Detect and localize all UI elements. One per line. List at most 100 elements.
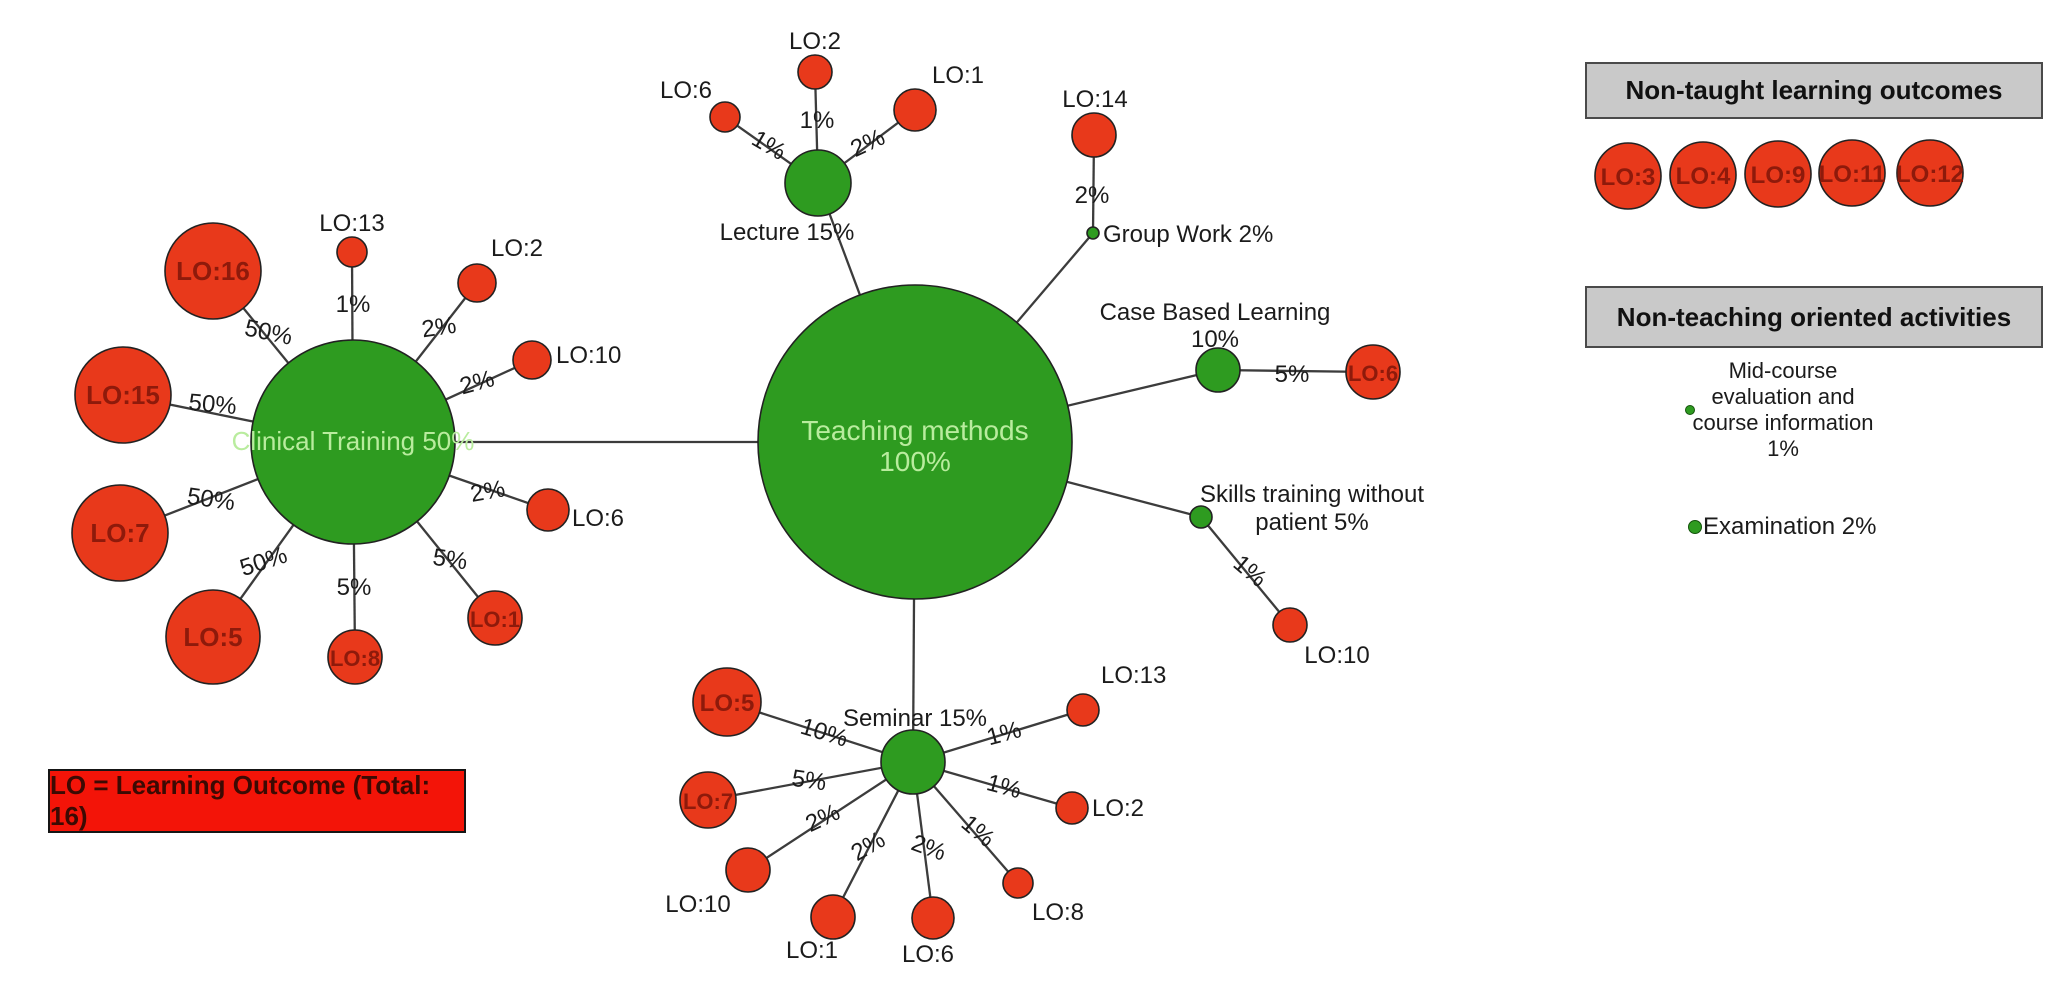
node-teaching	[757, 284, 1073, 600]
node-cb_lo6	[1345, 344, 1401, 400]
node-nt_lo12	[1896, 139, 1964, 207]
edge-label-clinical-c_lo7: 50%	[185, 483, 236, 516]
label-g_lo14: LO:14	[1062, 86, 1127, 113]
edge-label-clinical-c_lo1: 5%	[431, 544, 469, 576]
label-se_lo10: LO:10	[665, 891, 730, 918]
node-se_lo10	[725, 847, 771, 893]
edge-seminar-se_lo7	[707, 760, 914, 802]
edge-label-seminar-se_lo8: 1%	[956, 810, 1000, 853]
label-se_lo13: LO:13	[1101, 662, 1166, 689]
node-c_lo5	[165, 589, 261, 685]
node-c_lo10	[512, 340, 552, 380]
node-clinical	[250, 339, 456, 545]
node-c_lo8	[327, 629, 383, 685]
label-se_lo1: LO:1	[786, 937, 838, 964]
node-c_lo7	[71, 484, 169, 582]
edge-seminar-se_lo10	[747, 761, 914, 871]
edge-label-groupwork-g_lo14: 2%	[1075, 182, 1110, 209]
node-c_lo16	[164, 222, 262, 320]
node-se_lo5	[692, 667, 762, 737]
midcourse-line-1: Mid-course	[1728, 358, 1838, 383]
label-skills-1: patient 5%	[1255, 509, 1368, 536]
label-l_lo1: LO:1	[932, 62, 984, 89]
edge-label-clinical-c_lo15: 50%	[188, 389, 238, 420]
node-se_lo8	[1002, 867, 1034, 899]
midcourse-annotation: Mid-course evaluation and course informa…	[1633, 358, 1933, 462]
label-c_lo13: LO:13	[319, 210, 384, 237]
node-c_lo6	[526, 488, 570, 532]
label-skills: Skills training without	[1200, 481, 1424, 508]
label-groupwork: Group Work 2%	[1103, 221, 1273, 248]
label-clinical: Clinical Training 50%	[232, 426, 475, 456]
label-se_lo2: LO:2	[1092, 795, 1144, 822]
node-l_lo2	[797, 54, 833, 90]
label-se_lo5: LO:5	[700, 690, 755, 717]
label-c_lo8: LO:8	[330, 646, 380, 671]
midcourse-line-4: 1%	[1767, 436, 1799, 461]
node-seminar	[880, 729, 946, 795]
label-teaching-1: 100%	[879, 446, 951, 477]
midcourse-line-2: evaluation and	[1711, 384, 1855, 409]
label-c_lo16: LO:16	[176, 256, 250, 286]
node-se_lo7	[679, 771, 737, 829]
edge-label-seminar-se_lo1: 2%	[846, 826, 890, 867]
node-nt_lo3	[1594, 142, 1662, 210]
label-cbl-1: 10%	[1191, 326, 1239, 353]
node-nt_lo4	[1669, 141, 1737, 209]
node-c_lo15	[74, 346, 172, 444]
label-nt_lo3: LO:3	[1601, 164, 1656, 191]
label-c_lo6: LO:6	[572, 505, 624, 532]
legend-text: LO = Learning Outcome (Total: 16)	[50, 770, 431, 831]
node-lecture	[784, 149, 852, 217]
label-c_lo5: LO:5	[183, 622, 242, 652]
edge-label-clinical-c_lo13: 1%	[336, 291, 371, 318]
non-taught-title: Non-taught learning outcomes	[1625, 75, 2003, 105]
edge-label-seminar-se_lo13: 1%	[984, 716, 1024, 751]
label-c_lo7: LO:7	[90, 518, 149, 548]
node-groupwork	[1086, 226, 1100, 240]
examination-annotation: Examination 2%	[1703, 513, 1877, 540]
label-cb_lo6: LO:6	[1348, 361, 1398, 386]
label-se_lo7: LO:7	[683, 789, 733, 814]
node-g_lo14	[1071, 112, 1117, 158]
legend-box: LO = Learning Outcome (Total: 16)	[48, 769, 466, 833]
edge-label-clinical-c_lo16: 50%	[242, 314, 295, 350]
label-seminar: Seminar 15%	[843, 705, 987, 732]
label-nt_lo4: LO:4	[1676, 163, 1731, 190]
label-se_lo8: LO:8	[1032, 899, 1084, 926]
label-teaching: Teaching methods	[801, 415, 1028, 446]
edge-label-clinical-c_lo8: 5%	[337, 574, 372, 601]
node-c_lo2	[457, 263, 497, 303]
node-se_lo13	[1066, 693, 1100, 727]
node-se_lo2	[1055, 791, 1089, 825]
node-c_lo1	[467, 590, 523, 646]
label-s_lo10: LO:10	[1304, 642, 1369, 669]
node-l_lo6	[709, 101, 741, 133]
node-se_lo1	[810, 894, 856, 940]
node-se_lo6	[911, 896, 955, 940]
label-c_lo10: LO:10	[556, 342, 621, 369]
midcourse-dot-icon	[1685, 405, 1695, 415]
label-cbl: Case Based Learning	[1100, 299, 1331, 326]
label-nt_lo12: LO:12	[1896, 161, 1964, 188]
label-lecture: Lecture 15%	[720, 219, 855, 246]
edge-label-clinical-c_lo6: 2%	[468, 475, 507, 508]
node-c_lo13	[336, 236, 368, 268]
label-nt_lo11: LO:11	[1819, 161, 1886, 188]
edge-label-lecture-l_lo2: 1%	[800, 107, 835, 134]
label-l_lo2: LO:2	[789, 28, 841, 55]
edge-label-seminar-se_lo2: 1%	[984, 769, 1024, 804]
label-c_lo2: LO:2	[491, 235, 543, 262]
edge-label-seminar-se_lo6: 2%	[908, 829, 950, 866]
non-teaching-title: Non-teaching oriented activities	[1616, 301, 2012, 332]
midcourse-line-3: course information	[1692, 410, 1874, 435]
label-se_lo6: LO:6	[902, 941, 954, 968]
non-teaching-header: Non-teaching oriented activities	[1585, 286, 2043, 348]
node-s_lo10	[1272, 607, 1308, 643]
label-l_lo6: LO:6	[660, 77, 712, 104]
node-skills	[1189, 505, 1213, 529]
edge-label-cbl-cb_lo6: 5%	[1275, 361, 1310, 388]
edge-label-seminar-se_lo7: 5%	[790, 765, 828, 797]
